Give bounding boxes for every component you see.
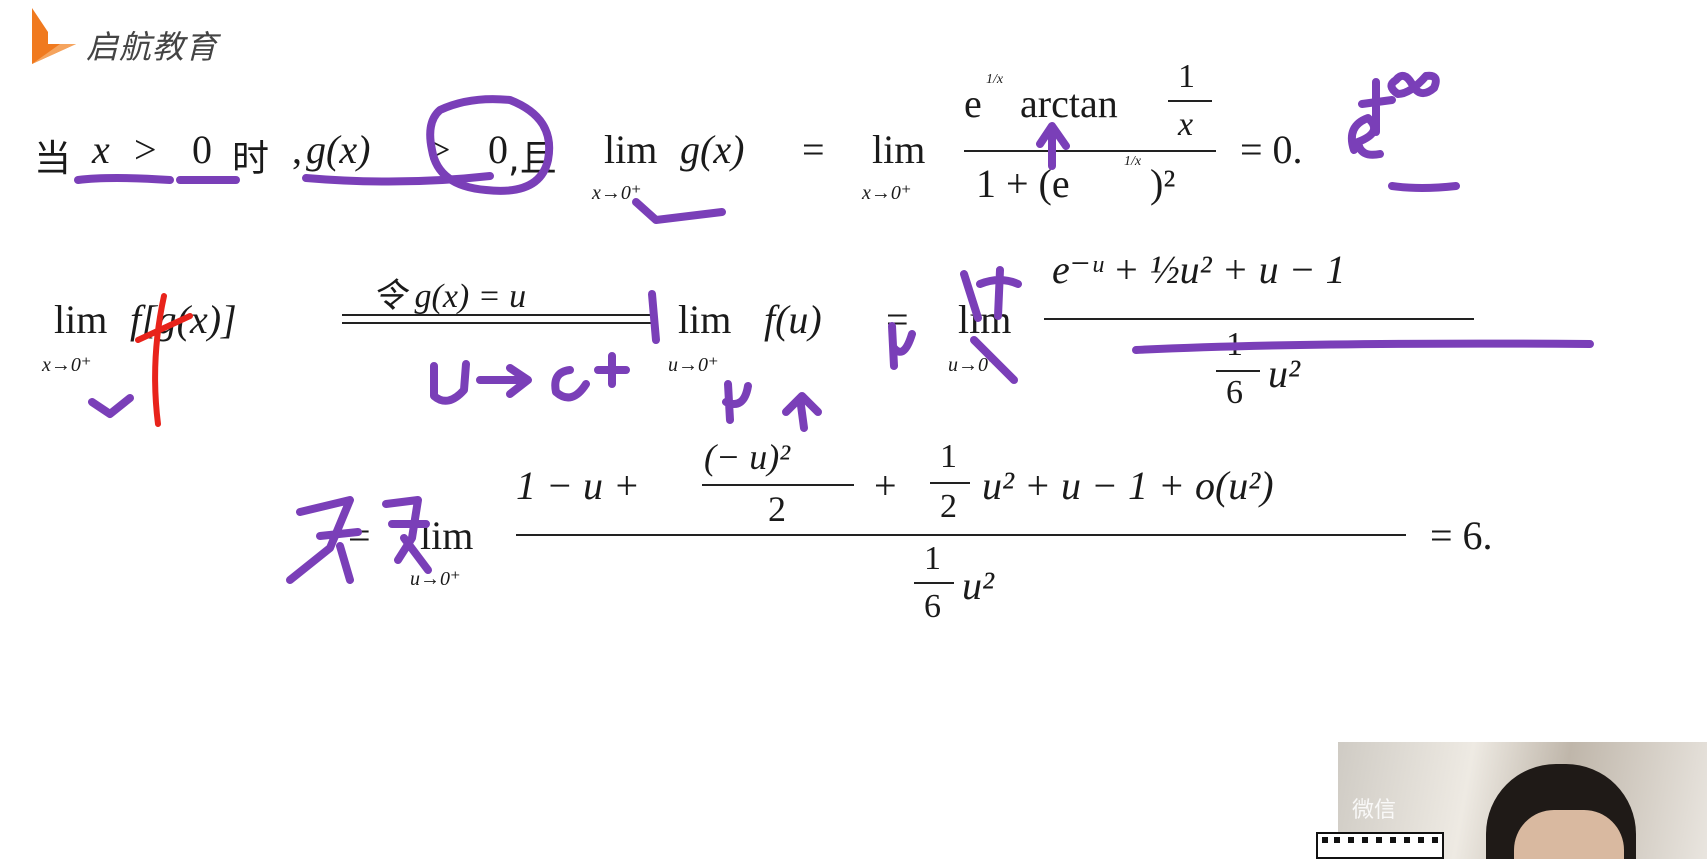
lim-3: lim — [54, 297, 108, 342]
half-num: 1 — [940, 438, 957, 475]
frac-x: x — [1178, 106, 1194, 143]
brand-name: 启航教育 — [86, 28, 219, 66]
den3-u2: u² — [962, 563, 994, 608]
presenter-face — [1514, 810, 1624, 859]
lim-4: lim — [678, 297, 732, 342]
main-frac-line — [964, 150, 1216, 152]
substitution-label: 令 g(x) = u — [372, 278, 527, 315]
num3-frac-den: 2 — [768, 489, 786, 529]
den-six: 6 — [1226, 374, 1243, 411]
den-close: )² — [1150, 161, 1176, 206]
ink-u-arrow-1 — [430, 360, 470, 405]
expr-gx-2: g(x) — [680, 127, 745, 172]
brand-logo: 启航教育 — [26, 4, 266, 70]
num-e-exp: 1/x — [986, 72, 1004, 87]
half-den: 2 — [940, 488, 957, 525]
double-line-bottom — [342, 322, 654, 324]
den-exp: 1/x — [1124, 154, 1142, 169]
lim-1-sub: x→0⁺ — [592, 182, 642, 204]
lim-6: lim — [420, 513, 474, 558]
result-zero: = 0. — [1240, 127, 1303, 172]
den3-six: 6 — [924, 588, 941, 625]
ink-plus-2 — [594, 352, 630, 388]
num3-frac-num: (− u)² — [704, 437, 791, 477]
text-dang: 当 — [34, 137, 71, 180]
arctan: arctan — [1020, 81, 1118, 126]
ink-zhan-2 — [382, 496, 432, 574]
num-e: e — [964, 81, 982, 126]
check-lim-1 — [632, 198, 726, 224]
den3-frac-line — [914, 582, 954, 584]
ink-zhan-1 — [286, 496, 362, 584]
zero-2: 0 — [488, 127, 508, 172]
brand-logo-icon — [32, 8, 76, 64]
lim-3-sub: x→0⁺ — [42, 354, 92, 376]
arrow-up-2 — [782, 392, 822, 432]
ink-arrow-1 — [476, 364, 532, 398]
frac-one: 1 — [1178, 58, 1195, 95]
lim-4-sub: u→0⁺ — [668, 354, 719, 376]
frac-line-3 — [516, 534, 1406, 536]
text-shi: 时 — [232, 137, 269, 180]
num3-a: 1 − u + — [516, 463, 640, 508]
ink-u-3 — [888, 322, 916, 370]
red-cross-f — [135, 293, 193, 427]
strike-numerator — [1132, 339, 1594, 354]
frac-line-2 — [1044, 318, 1474, 320]
comma: , — [292, 127, 302, 172]
expr-gx: g(x) — [306, 127, 371, 172]
lim-5-sub: u→0⁺ — [948, 354, 999, 376]
expr-fu: f(u) — [764, 297, 822, 342]
underline-zero-result — [1388, 182, 1460, 192]
lim-2: lim — [872, 127, 926, 172]
small-frac-line — [1168, 100, 1212, 102]
numerator-2: e⁻ᵘ + ½u² + u − 1 — [1052, 247, 1346, 292]
lim-2-sub: x→0⁺ — [862, 182, 912, 204]
ink-inf — [1387, 71, 1440, 98]
num3-c: u² + u − 1 + o(u²) — [982, 463, 1274, 508]
var-x: x — [92, 127, 110, 172]
ink-u-1 — [648, 290, 660, 344]
check-lim-3 — [88, 394, 134, 418]
arrow-up-1 — [1036, 122, 1070, 170]
double-line-top — [342, 314, 654, 316]
den3-one: 1 — [924, 540, 941, 577]
qr-code-icon — [1316, 832, 1444, 859]
zero: 0 — [192, 127, 212, 172]
webcam-caption: 微信 — [1352, 798, 1397, 823]
lim-6-sub: u→0⁺ — [410, 568, 461, 590]
den-small-frac-line — [1216, 370, 1260, 372]
circle-gt-zero — [426, 95, 554, 195]
half-frac-line — [930, 482, 970, 484]
underline-x — [74, 174, 174, 184]
ink-dai — [960, 266, 1022, 322]
ink-zero-plus — [551, 366, 590, 402]
ink-u-2 — [722, 380, 752, 424]
num3-plus: + — [874, 463, 897, 508]
eq-sign: = — [802, 127, 825, 172]
ink-plus — [1358, 78, 1396, 136]
den-u2: u² — [1268, 351, 1300, 396]
gt-sign: > — [134, 127, 157, 172]
lim-1: lim — [604, 127, 658, 172]
num3-frac-line — [702, 484, 854, 486]
result-six: = 6. — [1430, 513, 1493, 558]
ink-slash — [970, 336, 1018, 384]
underline-gx — [302, 172, 494, 186]
